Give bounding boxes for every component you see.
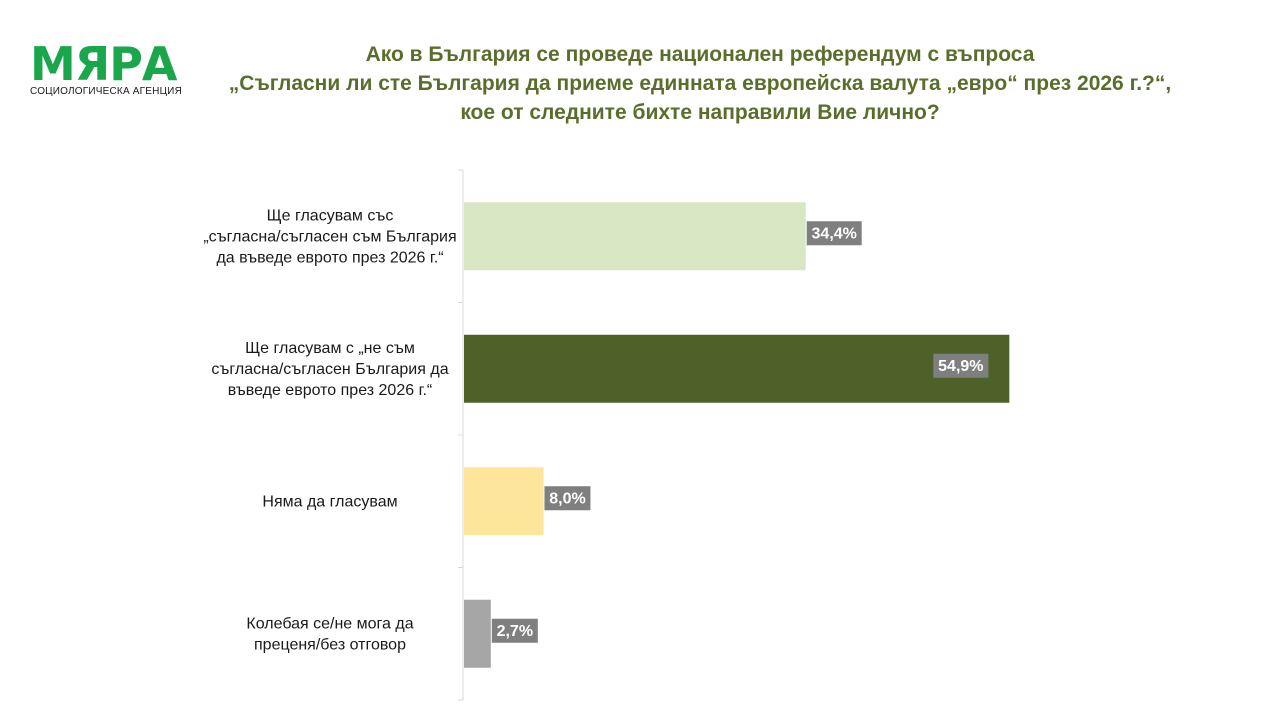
- category-label-1-line-2: „съгласна/съгласен съм България: [203, 228, 456, 245]
- data-label-1: 34,4%: [812, 225, 857, 242]
- data-label-3: 8,0%: [549, 490, 585, 507]
- bar-3: [464, 467, 544, 536]
- bar-2: [464, 334, 1010, 403]
- data-label-box-3: [544, 486, 591, 511]
- title-line-2: „Съгласни ли сте България да приеме един…: [228, 72, 1172, 95]
- category-label-3-line-1: Няма да гласувам: [262, 493, 397, 510]
- title-line-1: Ако в България се проведе национален реф…: [365, 43, 1035, 66]
- category-label-4-line-1: Колебая се/не мога да: [246, 615, 413, 632]
- category-label-4-line-2: преценя/без отговор: [254, 636, 406, 653]
- data-label-box-4: [491, 618, 538, 643]
- category-label-2-line-3: въведе еврото през 2026 г.“: [228, 382, 432, 399]
- data-label-2: 54,9%: [938, 358, 983, 375]
- title-line-3: кое от следните бихте направили Вие личн…: [460, 101, 940, 124]
- category-label-2-line-2: съгласна/съгласен България да: [211, 361, 448, 378]
- data-label-box-2: [933, 353, 989, 378]
- data-label-4: 2,7%: [497, 623, 533, 640]
- bar-1: [464, 202, 806, 271]
- logo-wordmark: МЯРА: [30, 37, 178, 91]
- category-label-2-line-1: Ще гласувам с „не съм: [245, 340, 415, 357]
- logo-subtitle: СОЦИОЛОГИЧЕСКА АГЕНЦИЯ: [30, 86, 182, 97]
- logo: МЯРА СОЦИОЛОГИЧЕСКА АГЕНЦИЯ: [30, 40, 200, 97]
- category-label-1-line-1: Ще гласувам със: [267, 207, 394, 224]
- chart-title: Ако в България се проведе национален реф…: [200, 40, 1200, 127]
- data-label-box-1: [806, 221, 862, 246]
- category-label-1-line-3: да въведе еврото през 2026 г.“: [216, 249, 443, 266]
- bar-4: [464, 599, 491, 668]
